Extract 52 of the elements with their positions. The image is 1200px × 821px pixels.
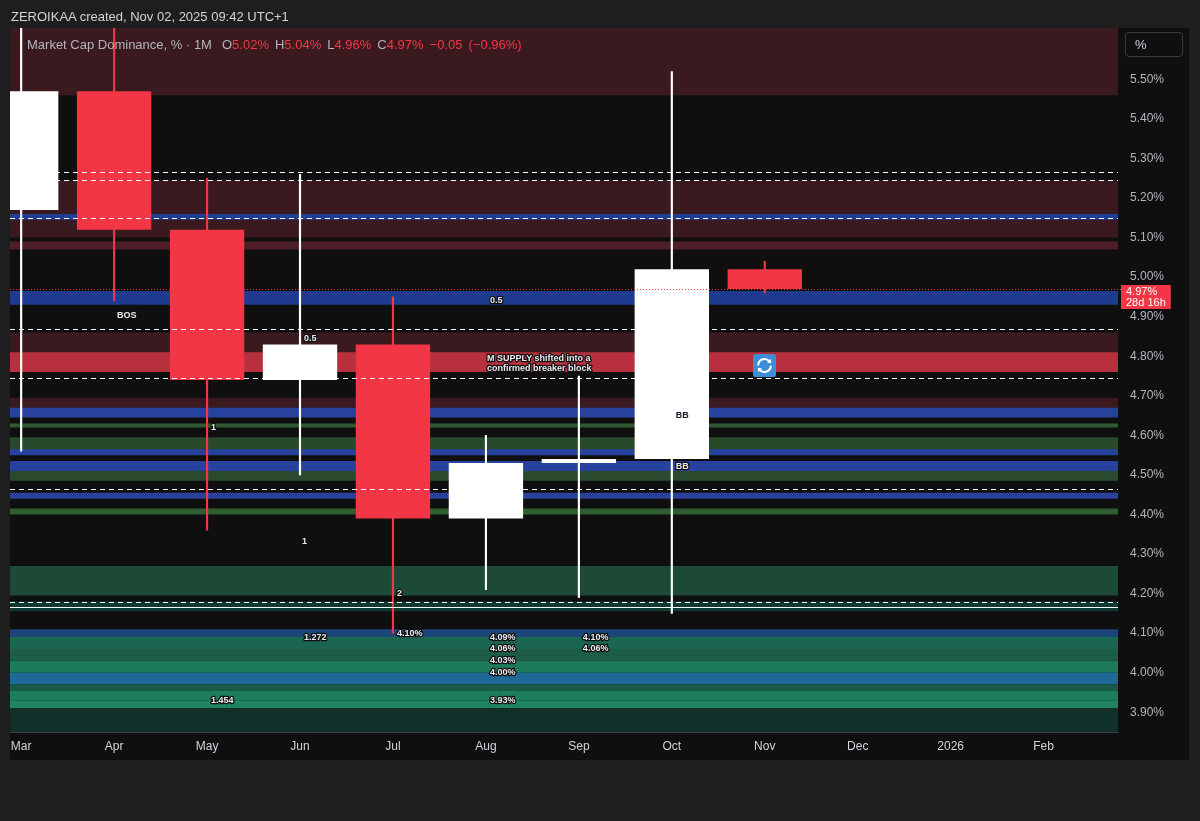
annotation: 4.09% xyxy=(489,631,516,642)
scale-button: % xyxy=(1125,32,1183,57)
annotation: 4.06% xyxy=(582,643,609,654)
x-tick-label: Apr xyxy=(104,738,124,753)
y-tick-label: 4.00% xyxy=(1130,664,1165,679)
annotation: 1 xyxy=(211,421,217,432)
y-tick-label: 5.50% xyxy=(1130,71,1165,86)
annotation: 1.272 xyxy=(304,631,327,642)
annotation: 3.93% xyxy=(489,694,516,705)
annotation: BB xyxy=(675,461,690,472)
x-tick-label: Aug xyxy=(475,738,497,753)
x-tick-label: Jun xyxy=(290,738,310,753)
annotation: 0.5 xyxy=(304,332,317,343)
annotation: 4.03% xyxy=(489,655,516,666)
x-tick-label: Jul xyxy=(385,738,401,753)
annotation: 4.00% xyxy=(489,667,516,678)
x-tick-label: Feb xyxy=(1033,738,1055,753)
annotation: M SUPPLY shifted into a confirmed breaker block xyxy=(487,353,593,374)
annotation: 0.5 xyxy=(489,295,503,306)
x-tick-label: Mar xyxy=(10,738,32,753)
annotation: 1 xyxy=(302,536,308,547)
y-tick-label: 5.30% xyxy=(1130,150,1165,165)
y-tick-label: 5.00% xyxy=(1130,269,1165,284)
x-tick-label: Sep xyxy=(568,738,590,753)
x-tick-label: Oct xyxy=(662,738,682,753)
annotation: 4.10% xyxy=(582,631,609,642)
y-tick-label: 5.20% xyxy=(1130,190,1165,205)
y-tick-label: 4.40% xyxy=(1130,506,1165,521)
ref-line-label: 4.97% 28d 16h xyxy=(1126,284,1166,309)
annotation: BOS xyxy=(117,310,137,321)
x-tick-label: Dec xyxy=(847,738,869,753)
y-tick-label: 4.30% xyxy=(1130,546,1165,561)
y-tick-label: 4.20% xyxy=(1130,585,1165,600)
y-tick-label: 4.80% xyxy=(1130,348,1165,363)
y-tick-label: 5.40% xyxy=(1130,111,1165,126)
y-tick-label: 4.90% xyxy=(1130,309,1165,324)
y-tick-label: 4.60% xyxy=(1130,427,1165,442)
annotation: 2 xyxy=(396,588,402,599)
x-tick-label: May xyxy=(195,738,219,753)
text: ZEROIKAA created, Nov 02, 2025 09:42 UTC+1 xyxy=(11,9,289,24)
y-tick-label: 5.10% xyxy=(1130,229,1165,244)
x-tick-label: 2026 xyxy=(937,738,965,753)
annotation: 4.10% xyxy=(396,627,423,638)
y-tick-label: 4.50% xyxy=(1130,467,1165,482)
y-tick-label: 4.70% xyxy=(1130,388,1165,403)
annotation: 4.06% xyxy=(489,643,516,654)
y-tick-label: 3.90% xyxy=(1130,704,1165,719)
annotation: 1.454 xyxy=(211,694,234,705)
x-tick-label: Nov xyxy=(754,738,776,753)
text: O5.02% H5.04% L4.96% C4.97% −0.05 (−0.96%) xyxy=(221,37,522,52)
annotation: BB xyxy=(675,410,690,421)
y-tick-label: 4.10% xyxy=(1130,625,1165,640)
